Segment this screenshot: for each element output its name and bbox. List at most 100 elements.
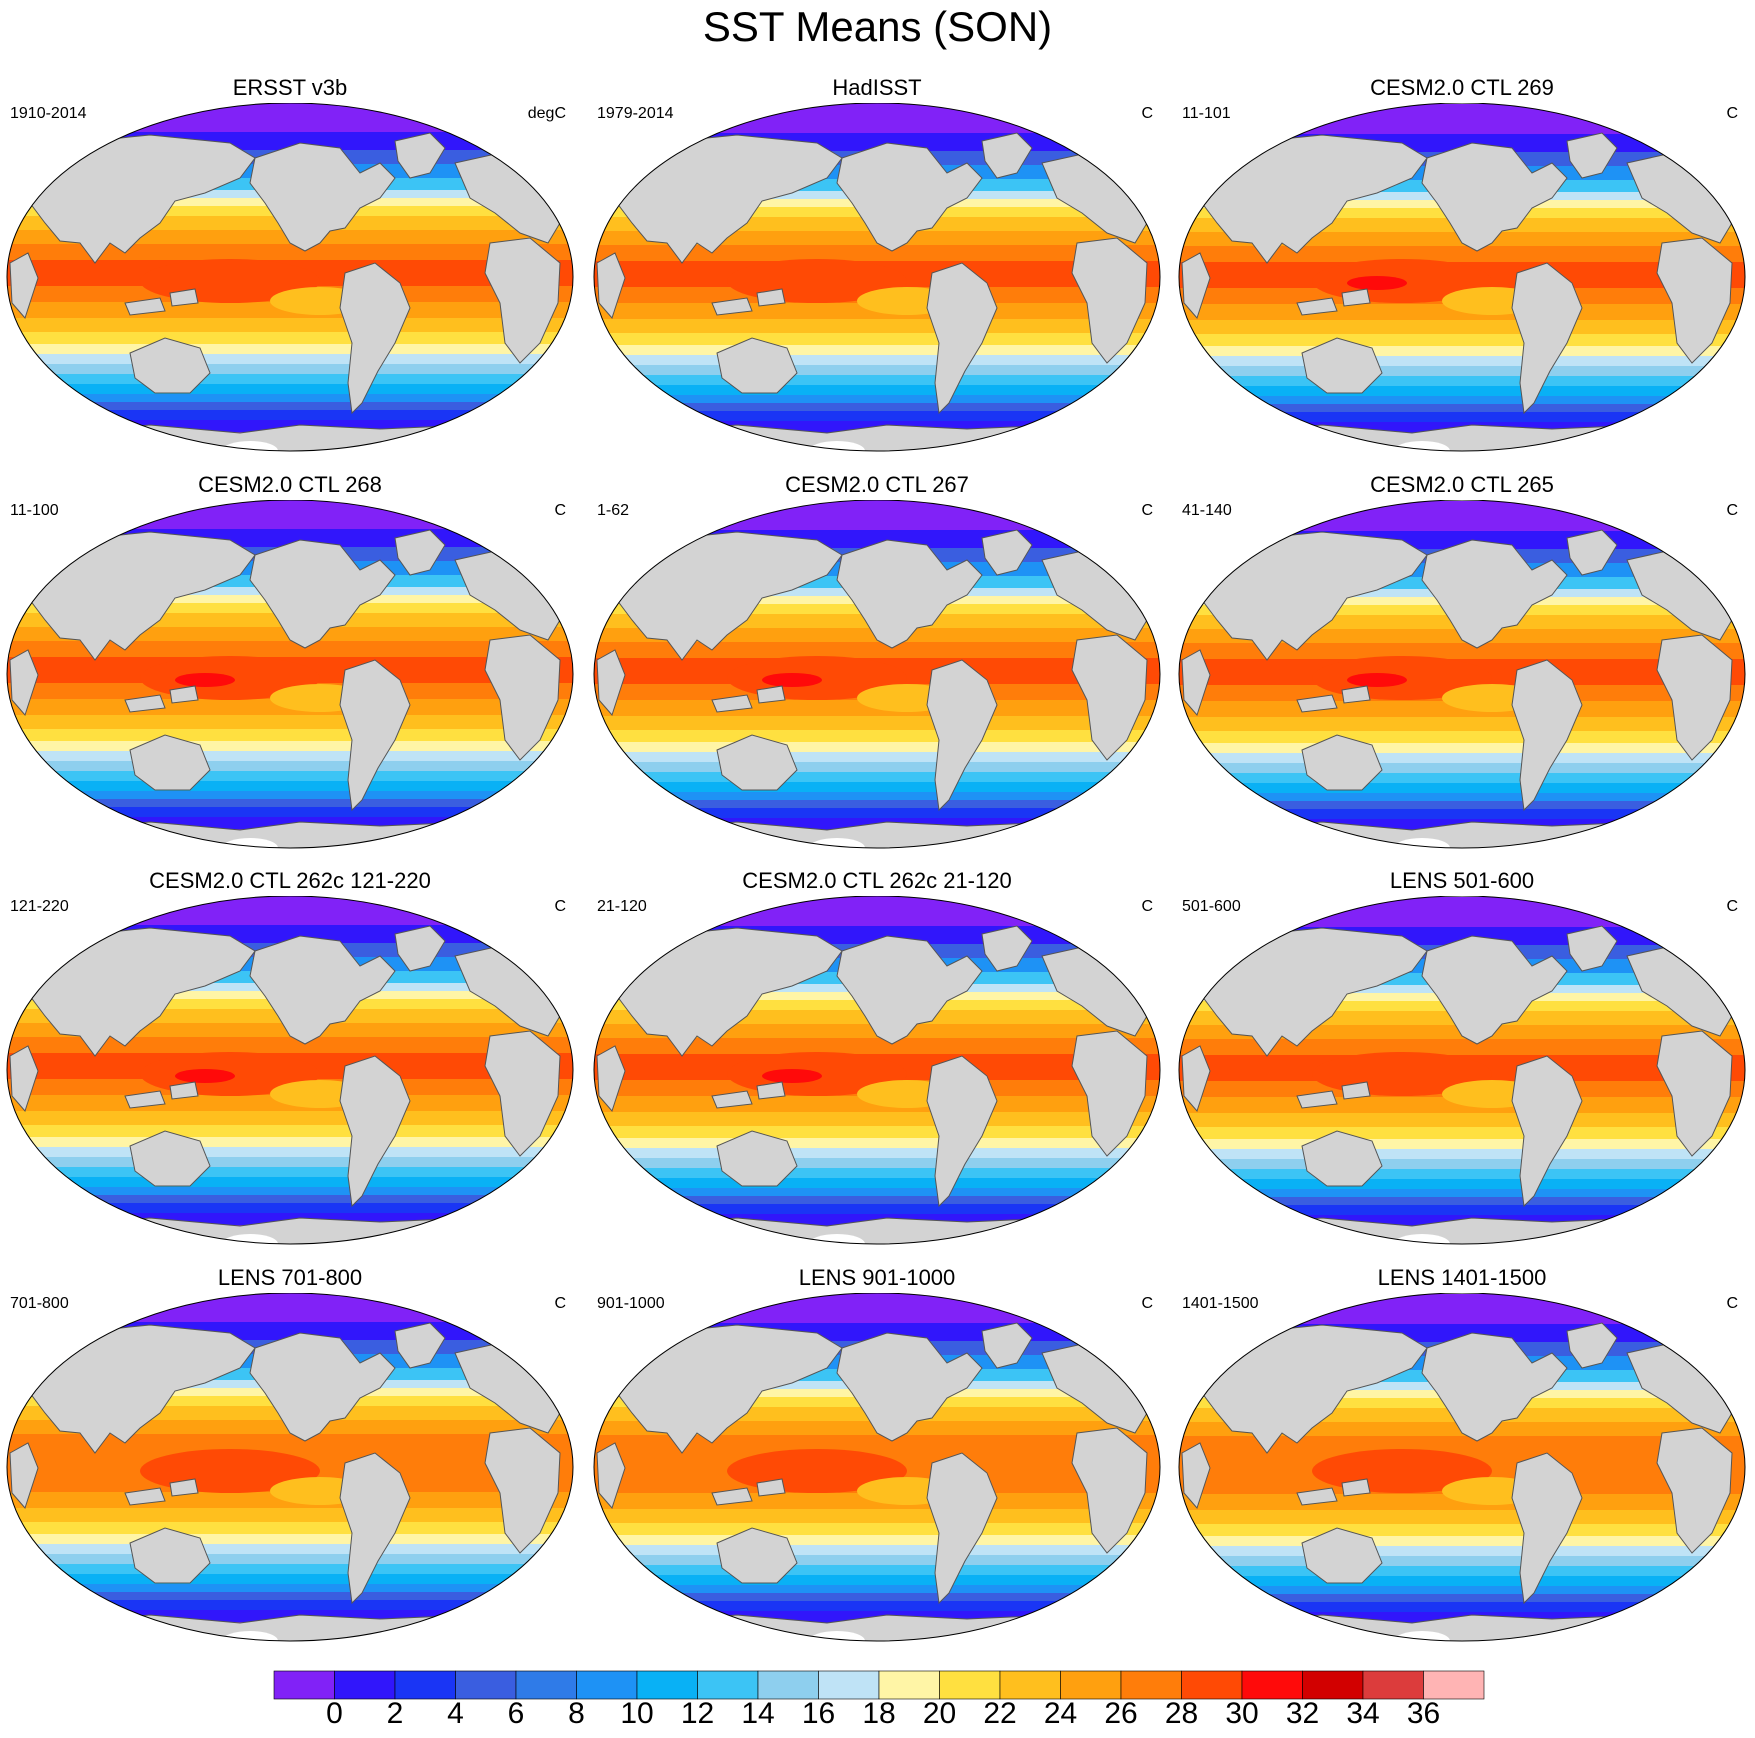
land-mass: [926, 1452, 998, 1605]
land-mass: [484, 1427, 561, 1554]
colorbar-tick-label: 2: [386, 1697, 404, 1730]
map-border: [593, 103, 1161, 452]
land-mass: [1566, 529, 1618, 576]
panel-units: C: [554, 898, 566, 915]
panel-units: C: [1141, 1295, 1153, 1312]
land-mass: [756, 1081, 786, 1100]
map-panel: CESM2.0 CTL 262c 121-220 121-220 C: [0, 868, 580, 1260]
map-panel: ERSST v3b 1910-2014 degC: [0, 75, 580, 467]
panel-units: C: [1726, 105, 1738, 122]
land-mass: [596, 1045, 626, 1112]
land-mass: [1296, 694, 1338, 713]
colorbar-swatch: [878, 1670, 940, 1700]
land-mass: [339, 1055, 411, 1208]
map-border: [593, 1293, 1161, 1642]
map-border: [1178, 1293, 1746, 1642]
land-mass: [19, 927, 256, 1057]
land-mass: [926, 659, 998, 812]
land-mass: [716, 337, 798, 394]
panel-units: C: [1141, 105, 1153, 122]
colorbar-tick-label: 20: [922, 1697, 957, 1730]
land-mass: [1301, 337, 1383, 394]
colorbar-swatch: [394, 1670, 456, 1700]
panel-period: 901-1000: [597, 1295, 665, 1312]
panel-title: LENS 701-800: [217, 1265, 363, 1290]
land-mass: [169, 1478, 199, 1497]
colorbar-tick-label: 28: [1164, 1697, 1199, 1730]
map-border: [6, 1293, 574, 1642]
panel-title: CESM2.0 CTL 267: [785, 472, 969, 497]
land-mass: [124, 694, 166, 713]
map-panel: LENS 901-1000 901-1000 C: [587, 1265, 1167, 1657]
land-mass: [394, 925, 446, 972]
land-mass: [1421, 142, 1568, 252]
panel-title: CESM2.0 CTL 262c 21-120: [742, 868, 1012, 893]
land-mass: [339, 1452, 411, 1605]
land-mass: [129, 337, 211, 394]
land-mass: [926, 262, 998, 415]
land-mass: [981, 132, 1033, 179]
map-border: [6, 500, 574, 849]
map-border: [6, 896, 574, 1245]
colorbar-swatch: [1120, 1670, 1182, 1700]
land-mass: [926, 1055, 998, 1208]
land-mass: [1421, 539, 1568, 649]
panel-period: 1910-2014: [10, 105, 87, 122]
land-mass: [124, 1090, 166, 1109]
land-mass: [9, 252, 39, 319]
colorbar-tick-label: 6: [507, 1697, 525, 1730]
panel-units: C: [1726, 898, 1738, 915]
land-mass: [716, 1527, 798, 1584]
land-mass: [1566, 132, 1618, 179]
land-mass: [836, 935, 983, 1045]
sst-map: [6, 500, 574, 849]
panel-title: LENS 1401-1500: [1377, 1265, 1547, 1290]
land-mass: [981, 529, 1033, 576]
land-mass: [596, 252, 626, 319]
colorbar-tick-label: 14: [741, 1697, 775, 1730]
colorbar-tick-label: 16: [801, 1697, 836, 1730]
colorbar-swatch: [939, 1670, 1001, 1700]
panel-units: C: [1141, 898, 1153, 915]
sst-map: [593, 1293, 1161, 1642]
land-mass: [394, 1322, 446, 1369]
land-mass: [1301, 734, 1383, 791]
panel-period: 501-600: [1182, 898, 1241, 915]
land-mass: [716, 734, 798, 791]
panel-period: 41-140: [1182, 502, 1232, 519]
panel-period: 11-101: [1182, 105, 1231, 122]
land-mass: [1071, 1427, 1148, 1554]
map-border: [593, 896, 1161, 1245]
colorbar-swatch: [636, 1670, 698, 1700]
land-mass: [596, 1442, 626, 1509]
land-mass: [249, 142, 396, 252]
colorbar-swatch: [1423, 1670, 1485, 1700]
land-mass: [1301, 1527, 1383, 1584]
sst-map: [1178, 500, 1746, 849]
land-mass: [339, 659, 411, 812]
colorbar-tick-label: 26: [1104, 1697, 1138, 1730]
land-mass: [129, 1130, 211, 1187]
land-mass: [19, 134, 256, 264]
colorbar-tick-label: 22: [983, 1697, 1017, 1730]
colorbar-tick-label: 34: [1346, 1697, 1380, 1730]
land-mass: [1421, 1332, 1568, 1442]
colorbar-swatch: [999, 1670, 1061, 1700]
land-mass: [756, 685, 786, 704]
land-mass: [1341, 1478, 1371, 1497]
land-mass: [606, 134, 843, 264]
land-mass: [1511, 1055, 1583, 1208]
land-mass: [1301, 1130, 1383, 1187]
land-mass: [169, 685, 199, 704]
sst-map: [593, 896, 1161, 1245]
map-border: [1178, 896, 1746, 1245]
land-mass: [836, 539, 983, 649]
land-mass: [1296, 297, 1338, 316]
land-mass: [1296, 1487, 1338, 1506]
colorbar-swatch: [1181, 1670, 1243, 1700]
land-mass: [1511, 1452, 1583, 1605]
panel-units: C: [554, 502, 566, 519]
colorbar-swatch: [1060, 1670, 1122, 1700]
land-mass: [711, 1090, 753, 1109]
panel-title: CESM2.0 CTL 265: [1370, 472, 1554, 497]
